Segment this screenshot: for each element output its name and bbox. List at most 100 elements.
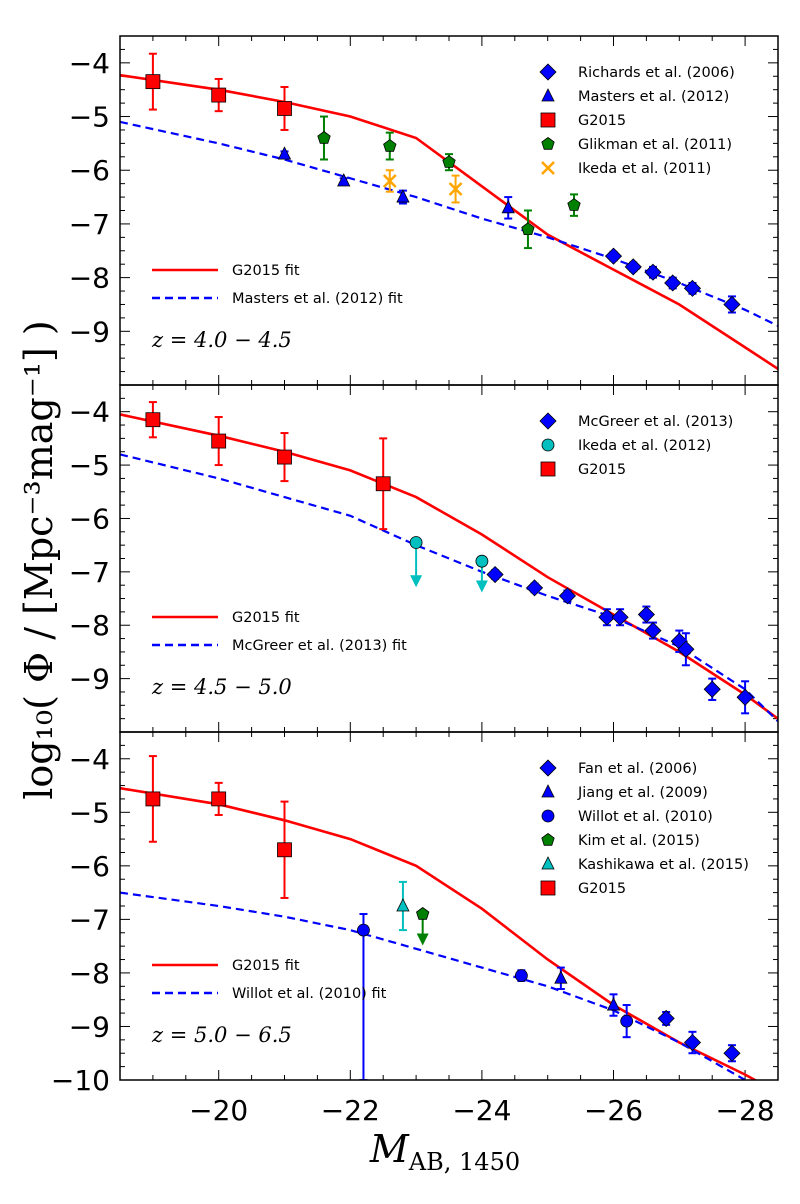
x-axis-label-main: M: [369, 1127, 410, 1171]
redshift-label: z = 4.5 − 5.0: [151, 675, 292, 699]
legend-marker: [541, 856, 555, 870]
legend-marker: [541, 161, 555, 175]
data-point: [624, 258, 642, 276]
data-point: [657, 1009, 675, 1027]
fit-line-solid: [120, 413, 778, 720]
legend-fit-label: Willot et al. (2010) fit: [232, 986, 387, 1002]
legend-label: G2015: [578, 881, 626, 897]
panel-middle-points: [145, 401, 754, 715]
data-point: [277, 101, 292, 116]
legend-fit-label: G2015 fit: [232, 610, 300, 626]
y-tick-label: −7: [69, 556, 110, 589]
data-point: [409, 536, 423, 549]
redshift-label: z = 4.0 − 4.5: [151, 328, 292, 352]
legend-marker: [540, 112, 556, 128]
y-tick-label: −7: [69, 208, 110, 241]
y-tick-label: −6: [69, 154, 110, 187]
y-tick-label: −4: [69, 743, 110, 776]
data-point: [375, 476, 391, 492]
data-point: [211, 791, 227, 807]
panel-middle-legend: McGreer et al. (2013) Ikeda et al. (2012)…: [152, 412, 733, 654]
legend-marker: [541, 88, 555, 102]
legend-marker: [541, 438, 555, 452]
legend-label: G2015: [578, 462, 626, 478]
data-point: [567, 198, 581, 211]
legend-marker: [540, 461, 556, 477]
data-point: [416, 907, 430, 920]
y-tick-label: −4: [69, 47, 110, 80]
legend-label: Ikeda et al. (2012): [578, 438, 711, 454]
panel-bottom-points: [145, 755, 741, 1080]
panel-top-legend: Richards et al. (2006) Masters et al. (20…: [152, 63, 735, 307]
data-point: [396, 898, 410, 912]
data-point: [337, 173, 351, 187]
panel-middle: −4 −5 −6 −7 −8 −9 McGreer et al. (2013) Ikeda e…: [69, 384, 779, 733]
y-tick-label: −7: [69, 903, 110, 936]
legend-label: G2015: [578, 113, 626, 129]
legend-label: Kashikawa et al. (2015): [578, 857, 749, 873]
data-point: [514, 969, 528, 982]
data-point: [558, 587, 577, 605]
y-tick-label: −5: [69, 101, 110, 134]
upper-limit-arrow-head: [410, 575, 423, 588]
legend-label: Glikman et al. (2011): [578, 137, 732, 153]
y-tick-label: −10: [51, 1064, 110, 1097]
data-point: [677, 640, 695, 658]
data-point: [644, 263, 662, 281]
data-point: [277, 449, 292, 465]
data-point: [383, 139, 397, 152]
data-point: [396, 189, 410, 203]
x-tick-label: −20: [189, 1094, 248, 1127]
legend-label: Ikeda et al. (2011): [578, 161, 711, 177]
panel-bottom-legend: Fan et al. (2006) Jiang et al. (2009) Will…: [152, 759, 749, 1002]
x-tick-label: −22: [321, 1094, 380, 1127]
legend-marker: [541, 833, 555, 846]
data-point: [277, 146, 292, 160]
x-tick-label: −28: [716, 1094, 775, 1127]
data-point: [598, 608, 616, 626]
legend-label: Masters et al. (2012): [578, 89, 729, 105]
panels-layer: −4 −5 −6 −7 −8 −9 Richards et al. (2006) Master…: [51, 35, 779, 1127]
data-point: [277, 842, 292, 858]
panel-bottom: −4 −5 −6 −7 −8 −9 −10 −20 −22 −24 −26 −28 Fan et al.…: [51, 731, 779, 1127]
x-axis-label: MAB, 1450: [369, 1127, 520, 1176]
legend-marker: [539, 759, 557, 777]
y-tick-label: −9: [69, 663, 110, 696]
fit-line-solid: [120, 73, 778, 370]
y-tick-label: −4: [69, 396, 110, 429]
data-point: [620, 1014, 634, 1028]
upper-limit-arrow-head: [416, 933, 429, 946]
legend-marker: [541, 784, 555, 798]
data-point: [357, 923, 370, 937]
panel-top: −4 −5 −6 −7 −8 −9 Richards et al. (2006) Master…: [69, 35, 779, 386]
data-point: [703, 680, 721, 698]
data-point: [736, 688, 754, 706]
data-point: [145, 412, 161, 428]
legend-marker: [539, 412, 557, 430]
data-point: [448, 182, 463, 196]
data-point: [486, 565, 504, 584]
y-tick-label: −8: [69, 957, 110, 990]
y-tick-label: −6: [69, 850, 110, 883]
data-point: [604, 247, 623, 265]
data-point: [382, 174, 397, 188]
data-point: [525, 579, 544, 597]
data-point: [683, 1033, 702, 1052]
y-tick-label: −8: [69, 609, 110, 642]
panel-top-points: [145, 52, 741, 314]
data-point: [723, 1044, 741, 1062]
data-point: [475, 554, 489, 568]
data-point: [723, 295, 741, 314]
legend-fit-label: G2015 fit: [232, 958, 300, 974]
legend-label: Kim et al. (2015): [578, 833, 700, 849]
fit-line-dashed: [120, 120, 778, 327]
panel-bottom-fits: [120, 786, 758, 1080]
upper-limit-arrow-head: [475, 580, 488, 593]
legend-label: Richards et al. (2006): [578, 65, 735, 81]
legend-marker: [541, 809, 555, 823]
data-point: [637, 605, 655, 624]
data-point: [521, 222, 535, 236]
data-point: [211, 87, 227, 103]
data-point: [683, 279, 702, 297]
